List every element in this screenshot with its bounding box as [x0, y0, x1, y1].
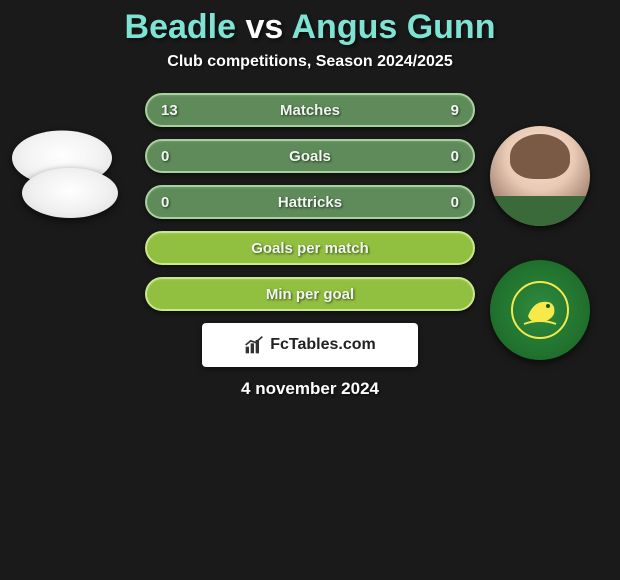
stat-row: Goals per match	[145, 231, 475, 265]
stat-label: Hattricks	[278, 194, 342, 211]
stat-row: Min per goal	[145, 277, 475, 311]
title-player2: Angus Gunn	[292, 8, 496, 46]
branding-badge: FcTables.com	[202, 323, 418, 367]
stat-left-value: 0	[161, 194, 169, 211]
stat-left-value: 13	[161, 102, 178, 119]
stat-rows: 13 Matches 9 0 Goals 0 0 Hattricks 0 Goals per ma…	[0, 93, 620, 311]
date-label: 4 november 2024	[0, 379, 620, 399]
branding-text: FcTables.com	[270, 336, 376, 354]
stat-row: 13 Matches 9	[145, 93, 475, 127]
stat-label: Goals	[289, 148, 331, 165]
stat-label: Matches	[280, 102, 340, 119]
stat-right-value: 0	[451, 148, 459, 165]
title-vs: vs	[245, 8, 283, 46]
comparison-card: Beadle vs Angus Gunn Club competitions, …	[0, 0, 620, 399]
stat-right-value: 9	[451, 102, 459, 119]
stat-row: 0 Hattricks 0	[145, 185, 475, 219]
page-title: Beadle vs Angus Gunn	[0, 0, 620, 53]
stat-left-value: 0	[161, 148, 169, 165]
subtitle: Club competitions, Season 2024/2025	[0, 53, 620, 93]
title-player1: Beadle	[125, 8, 237, 46]
stat-label: Goals per match	[251, 240, 369, 257]
stat-row: 0 Goals 0	[145, 139, 475, 173]
chart-icon	[244, 335, 264, 355]
stat-right-value: 0	[451, 194, 459, 211]
stat-label: Min per goal	[266, 286, 354, 303]
